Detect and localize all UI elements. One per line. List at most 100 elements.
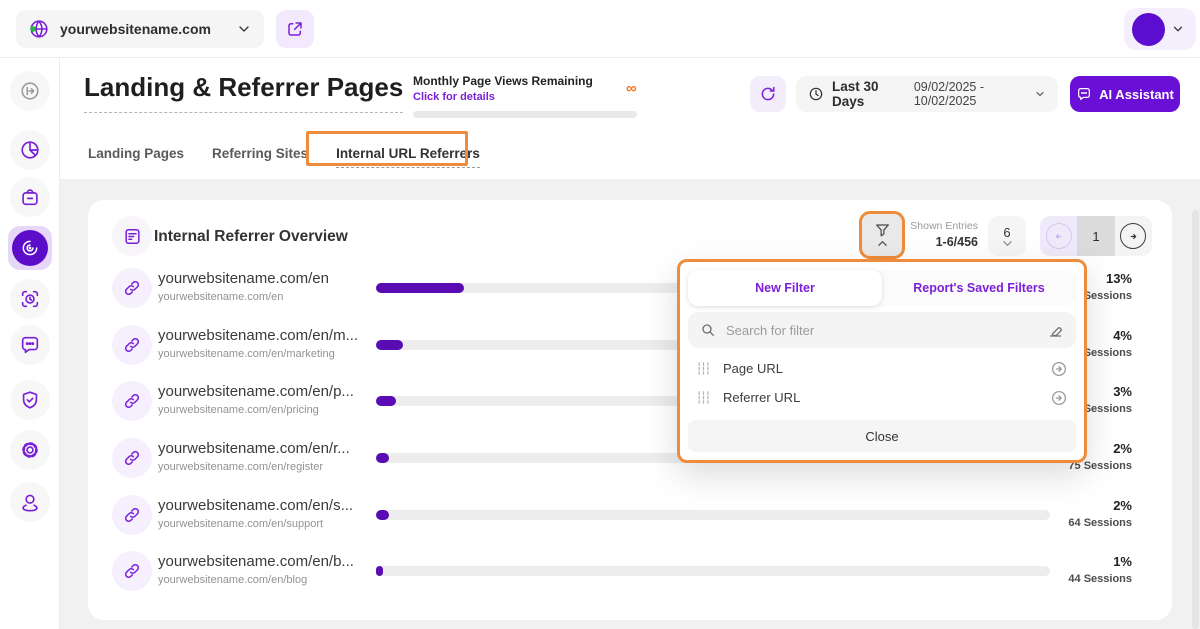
eraser-icon[interactable] <box>1047 322 1064 339</box>
scan-clock-icon <box>19 288 41 310</box>
link-icon <box>112 551 152 591</box>
row-bar-fill <box>376 566 383 576</box>
link-icon <box>112 268 152 308</box>
filter-item-referrer-url[interactable]: Referrer URL <box>688 383 1076 412</box>
sidebar-item-behaviour-active[interactable] <box>8 226 52 270</box>
sliders-icon <box>696 361 711 376</box>
pie-chart-icon <box>19 139 41 161</box>
row-sessions: 64 Sessions <box>1068 517 1132 529</box>
funnel-icon <box>874 223 891 238</box>
website-selector[interactable]: yourwebsitename.com <box>16 10 264 48</box>
row-title: yourwebsitename.com/en/r... <box>158 440 350 457</box>
arrow-right-circle-icon[interactable] <box>1050 360 1068 378</box>
sidebar-item-privacy[interactable] <box>10 380 50 420</box>
tab-referring-sites[interactable]: Referring Sites <box>212 146 309 161</box>
row-title: yourwebsitename.com/en/b... <box>158 553 354 570</box>
row-subtitle: yourwebsitename.com/en/register <box>158 461 324 473</box>
refresh-button[interactable] <box>750 76 786 112</box>
arrow-right-circle-icon <box>19 80 41 102</box>
report-tabs: Landing Pages Referring Sites Internal U… <box>88 140 480 168</box>
chat-bubble-icon <box>19 334 41 356</box>
link-icon <box>112 438 152 478</box>
chevron-down-icon <box>236 21 252 37</box>
search-icon <box>700 322 716 338</box>
row-bar-fill <box>376 283 464 293</box>
filter-search-input[interactable] <box>726 322 1047 338</box>
sidebar-item-feedback[interactable] <box>10 325 50 365</box>
infinity-value: ∞ <box>626 80 637 97</box>
row-percent: 1% <box>1113 554 1132 569</box>
card-title: Internal Referrer Overview <box>154 228 348 245</box>
row-bar-fill <box>376 453 390 463</box>
link-icon <box>112 381 152 421</box>
row-subtitle: yourwebsitename.com/en/pricing <box>158 404 319 416</box>
sidebar-nav <box>0 58 60 629</box>
row-subtitle: yourwebsitename.com/en <box>158 291 284 303</box>
sidebar-item-dashboard[interactable] <box>10 130 50 170</box>
close-button[interactable]: Close <box>688 420 1076 452</box>
row-title: yourwebsitename.com/en/p... <box>158 383 354 400</box>
row-percent: 3% <box>1113 384 1132 399</box>
row-sessions: 75 Sessions <box>1068 460 1132 472</box>
arrow-right-circle-icon[interactable] <box>1050 389 1068 407</box>
pagination: 1 <box>1040 216 1152 256</box>
sidebar-item-settings[interactable] <box>10 430 50 470</box>
globe-icon <box>28 18 50 40</box>
sidebar-item-session-recordings[interactable] <box>10 279 50 319</box>
filter-item-label: Referrer URL <box>723 390 801 405</box>
next-page-button[interactable] <box>1114 216 1152 256</box>
sidebar-item-expand-panel[interactable] <box>10 71 50 111</box>
top-bar: yourwebsitename.com <box>0 0 1200 58</box>
ai-assistant-label: AI Assistant <box>1099 86 1174 102</box>
date-range-selector[interactable]: Last 30 Days 09/02/2025 - 10/02/2025 <box>796 76 1058 112</box>
page-views-details-link[interactable]: Click for details <box>413 91 495 103</box>
external-link-icon <box>286 20 304 38</box>
row-title: yourwebsitename.com/en/m... <box>158 327 359 344</box>
page-size-value: 6 <box>1003 225 1011 240</box>
table-row[interactable]: yourwebsitename.com/en/s... yourwebsitena… <box>112 495 1148 535</box>
filter-item-label: Page URL <box>723 361 783 376</box>
page-header: Landing & Referrer Pages Monthly Page Vi… <box>60 58 1200 179</box>
row-subtitle: yourwebsitename.com/en/marketing <box>158 348 335 360</box>
date-range-value: 09/02/2025 - 10/02/2025 <box>913 80 985 108</box>
sidebar-item-conversions[interactable] <box>10 177 50 217</box>
current-page-indicator: 1 <box>1077 216 1115 256</box>
tab-new-filter[interactable]: New Filter <box>688 270 882 306</box>
sliders-icon <box>696 390 711 405</box>
scrollbar-thumb[interactable] <box>1192 210 1199 629</box>
page-views-progress-bar <box>413 111 637 118</box>
row-bar-fill <box>376 396 397 406</box>
chevron-down-icon <box>1034 88 1046 100</box>
tab-saved-filters[interactable]: Report's Saved Filters <box>913 281 1045 295</box>
report-doc-icon <box>112 216 152 256</box>
table-row[interactable]: yourwebsitename.com/en/b... yourwebsitena… <box>112 551 1148 591</box>
ai-assistant-button[interactable]: AI Assistant <box>1070 76 1180 112</box>
clock-icon <box>808 86 824 102</box>
user-menu[interactable] <box>1124 8 1196 50</box>
avatar <box>1132 12 1165 46</box>
filter-search-box <box>688 312 1076 348</box>
shopping-bag-icon <box>19 186 41 208</box>
filter-item-page-url[interactable]: Page URL <box>688 354 1076 383</box>
map-pin-icon <box>19 491 41 513</box>
gear-icon <box>19 439 41 461</box>
row-percent: 2% <box>1113 441 1132 456</box>
filter-popup-tabs: New Filter Report's Saved Filters <box>688 270 1076 306</box>
previous-page-button[interactable] <box>1040 216 1078 256</box>
chevron-up-icon <box>877 240 888 247</box>
page-size-selector[interactable]: 6 <box>988 216 1026 256</box>
tab-landing-pages[interactable]: Landing Pages <box>88 146 185 161</box>
sidebar-item-visitor-location[interactable] <box>10 482 50 522</box>
row-bar-track <box>376 566 1050 576</box>
filter-button[interactable] <box>859 211 905 259</box>
website-name: yourwebsitename.com <box>60 21 211 37</box>
radar-icon <box>12 230 48 266</box>
open-website-button[interactable] <box>276 10 314 48</box>
row-percent: 4% <box>1113 328 1132 343</box>
row-subtitle: yourwebsitename.com/en/blog <box>158 574 308 586</box>
row-bar-fill <box>376 510 390 520</box>
page-views-widget: Monthly Page Views Remaining Click for d… <box>413 74 639 118</box>
tab-internal-url-referrers[interactable]: Internal URL Referrers <box>336 140 480 168</box>
page-title: Landing & Referrer Pages <box>84 72 404 113</box>
